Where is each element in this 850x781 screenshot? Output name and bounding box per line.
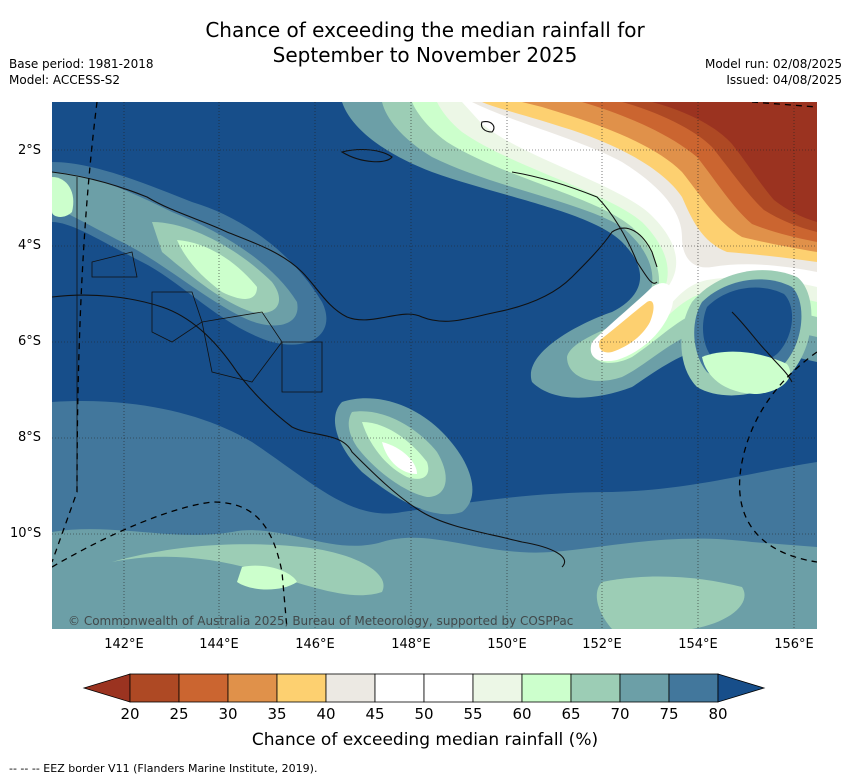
title-line-2: September to November 2025 (272, 43, 578, 67)
base-period-text: Base period: 1981-2018 (9, 57, 154, 71)
lon-label: 152°E (582, 637, 622, 652)
colorbar-swatch (129, 673, 180, 703)
coastlines (52, 121, 793, 568)
colorbar-swatch (374, 673, 425, 703)
contour-60-west (177, 240, 257, 299)
colorbar-label: 45 (365, 705, 385, 723)
colorbar-swatch (668, 673, 719, 703)
lat-label: 6°S (18, 334, 42, 349)
meta-right: Model run: 02/08/2025 Issued: 04/08/2025 (705, 56, 842, 88)
colorbar-swatch (276, 673, 327, 703)
colorbar-label: 80 (708, 705, 728, 723)
contour-20-ne (642, 102, 817, 222)
lon-label: 150°E (487, 637, 527, 652)
chart-title: Chance of exceeding the median rainfall … (0, 18, 850, 68)
contour-40-east (599, 301, 654, 353)
contour-60-east (702, 351, 791, 394)
colorbar-label: 60 (512, 705, 532, 723)
contour-60-south (237, 565, 297, 590)
colorbar-swatch (570, 673, 621, 703)
colorbar-swatch (472, 673, 523, 703)
lat-label: 4°S (18, 238, 42, 253)
lat-label: 2°S (18, 143, 42, 158)
lon-label: 146°E (295, 637, 335, 652)
lon-label: 156°E (774, 637, 814, 652)
contour-80-east (702, 287, 793, 368)
colorbar (82, 673, 766, 703)
colorbar-extend-low (82, 673, 131, 703)
colorbar-swatch (227, 673, 278, 703)
colorbar-label: 40 (316, 705, 336, 723)
contour-60-far-west (52, 177, 74, 217)
colorbar-title: Chance of exceeding median rainfall (%) (251, 730, 599, 750)
lon-label: 142°E (104, 637, 144, 652)
title-line-1: Chance of exceeding the median rainfall … (205, 18, 645, 42)
colorbar-swatch (521, 673, 572, 703)
meta-left: Base period: 1981-2018 Model: ACCESS-S2 (9, 56, 154, 88)
copyright-notice: © Commonwealth of Australia 2025, Bureau… (68, 614, 574, 628)
colorbar-label: 35 (267, 705, 287, 723)
colorbar-extend-high (717, 673, 766, 703)
model-run-text: Model run: 02/08/2025 (704, 57, 842, 71)
issued-text: Issued: 04/08/2025 (726, 73, 842, 87)
graticule (52, 102, 817, 629)
colorbar-label: 65 (561, 705, 581, 723)
footer-legend: -- -- -- EEZ border V11 (Flanders Marine… (9, 762, 318, 775)
rainfall-map (52, 102, 817, 629)
colorbar-label: 50 (414, 705, 434, 723)
colorbar-label: 30 (218, 705, 238, 723)
contour-65-south (112, 544, 384, 596)
eez-borders (52, 102, 817, 629)
colorbar-swatch (619, 673, 670, 703)
model-text: Model: ACCESS-S2 (9, 73, 121, 87)
colorbar-swatch (178, 673, 229, 703)
contour-65-southeast (596, 576, 745, 629)
colorbar-label: 25 (169, 705, 189, 723)
admin-borders (76, 177, 323, 492)
colorbar-label: 55 (463, 705, 483, 723)
lat-label: 10°S (10, 526, 42, 541)
lon-label: 154°E (678, 637, 718, 652)
lat-label: 8°S (18, 430, 42, 445)
colorbar-label: 75 (659, 705, 679, 723)
contour-55-central (382, 442, 417, 474)
colorbar-label: 70 (610, 705, 630, 723)
lon-label: 148°E (391, 637, 431, 652)
colorbar-swatch (325, 673, 376, 703)
colorbar-label: 20 (120, 705, 140, 723)
colorbar-swatch (423, 673, 474, 703)
lon-label: 144°E (199, 637, 239, 652)
